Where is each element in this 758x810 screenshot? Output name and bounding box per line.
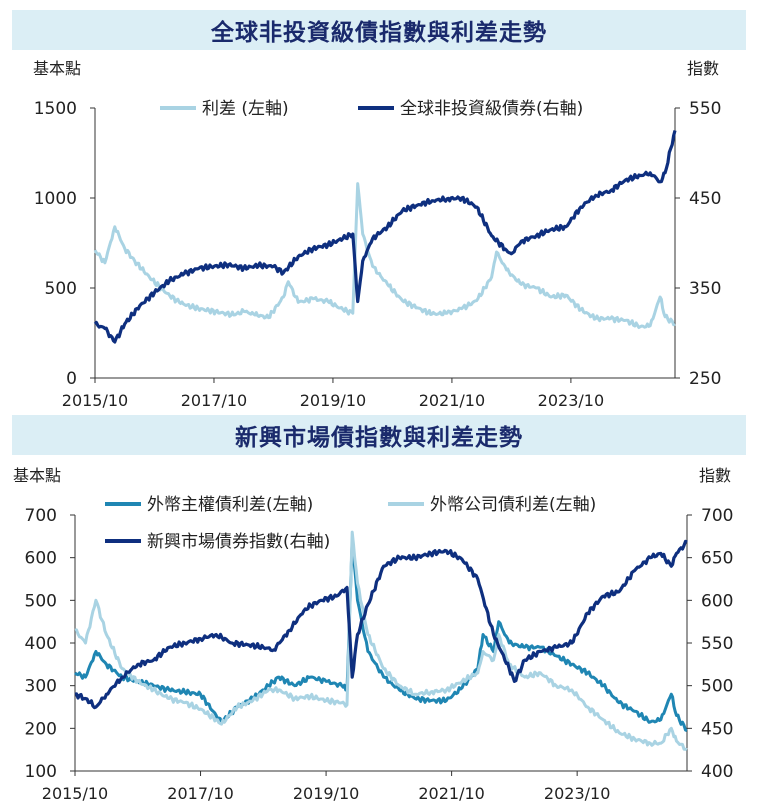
- legend-label: 外幣公司債利差(左軸): [430, 495, 596, 515]
- y2-tick-label: 350: [689, 279, 721, 299]
- y2-tick-label: 650: [701, 549, 733, 569]
- y2-tick-label: 450: [701, 719, 733, 739]
- y-tick-label: 300: [25, 677, 57, 697]
- y2-tick-label: 500: [701, 677, 733, 697]
- x-tick-label: 2017/10: [167, 784, 233, 803]
- chart1-title: 全球非投資級債指數與利差走勢: [12, 10, 746, 50]
- chart2-title: 新興市場債指數與利差走勢: [12, 415, 746, 455]
- y2-tick-label: 450: [689, 189, 721, 209]
- y2-axis-label: 指數: [699, 466, 731, 485]
- y2-tick-label: 400: [701, 762, 733, 782]
- y-tick-label: 500: [25, 591, 57, 611]
- y-tick-label: 500: [45, 279, 77, 299]
- x-tick-label: 2017/10: [181, 391, 247, 410]
- y-tick-label: 0: [66, 369, 77, 389]
- x-tick-label: 2023/10: [544, 784, 610, 803]
- x-tick-label: 2019/10: [293, 784, 359, 803]
- series-line-3: [74, 539, 688, 710]
- y-axis-label: 基本點: [13, 466, 61, 485]
- y2-axis-label: 指數: [687, 59, 719, 78]
- y-tick-label: 100: [25, 762, 57, 782]
- legend-label: 外幣主權債利差(左軸): [147, 495, 313, 515]
- y2-tick-label: 550: [701, 634, 733, 654]
- x-tick-label: 2021/10: [419, 391, 485, 410]
- y-tick-label: 600: [25, 549, 57, 569]
- y-tick-label: 200: [25, 719, 57, 739]
- x-tick-label: 2015/10: [62, 391, 128, 410]
- y-tick-label: 400: [25, 634, 57, 654]
- y2-tick-label: 250: [689, 369, 721, 389]
- y2-tick-label: 600: [701, 591, 733, 611]
- legend-label: 新興市場債券指數(右軸): [147, 532, 330, 552]
- y2-tick-label: 700: [701, 506, 733, 526]
- chart1-plot: 0 500 1000 1500 250 350 450 550 2015/10 2017/10 20…: [33, 59, 721, 410]
- x-tick-label: 2019/10: [300, 391, 366, 410]
- legend-label: 利差 (左軸): [202, 99, 289, 119]
- series-line-2: [74, 530, 688, 752]
- y2-tick-label: 550: [689, 99, 721, 119]
- y-tick-label: 1500: [34, 99, 77, 119]
- series-line-1: [74, 539, 688, 732]
- x-tick-label: 2023/10: [538, 391, 604, 410]
- legend-label: 全球非投資級債券(右軸): [400, 99, 583, 119]
- x-tick-label: 2021/10: [418, 784, 484, 803]
- y-axis-label: 基本點: [33, 59, 81, 78]
- x-tick-label: 2015/10: [42, 784, 108, 803]
- series-line-1: [93, 182, 676, 329]
- y-tick-label: 700: [25, 506, 57, 526]
- y-tick-label: 1000: [34, 189, 77, 209]
- chart2-plot: 100 200 300 400 500 600 700 400 450 500 550 600 650 7…: [13, 466, 733, 803]
- series-line-2: [93, 130, 677, 344]
